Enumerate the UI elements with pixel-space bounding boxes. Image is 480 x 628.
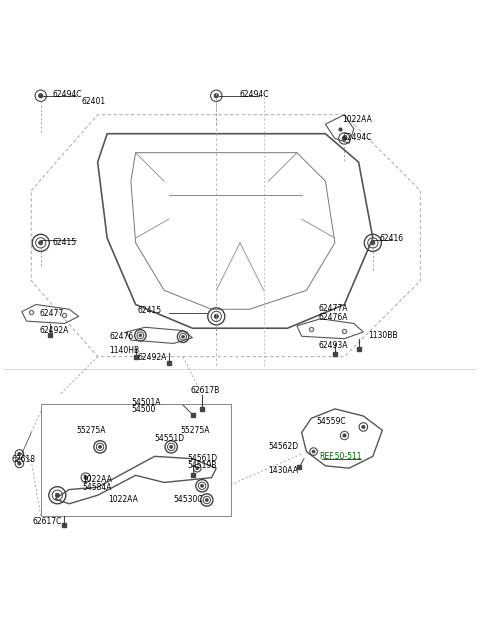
Circle shape <box>201 484 204 487</box>
Circle shape <box>371 241 375 245</box>
Text: 54530C: 54530C <box>174 495 203 504</box>
Text: 1022AA: 1022AA <box>108 494 138 504</box>
Circle shape <box>205 499 208 502</box>
Circle shape <box>169 445 173 448</box>
Circle shape <box>18 462 21 465</box>
Circle shape <box>196 467 199 470</box>
Circle shape <box>214 94 218 98</box>
Text: 1022AA: 1022AA <box>83 475 112 484</box>
Text: 55275A: 55275A <box>76 426 106 435</box>
Text: 62493A: 62493A <box>318 341 348 350</box>
Text: 62476: 62476 <box>109 332 134 341</box>
Text: 62494C: 62494C <box>53 90 82 99</box>
Text: 54501A: 54501A <box>131 398 160 407</box>
Text: 62492A: 62492A <box>40 326 69 335</box>
Circle shape <box>312 450 315 453</box>
Text: 54562D: 54562D <box>268 442 299 452</box>
Text: 55275A: 55275A <box>180 426 210 435</box>
Text: REF.50-511: REF.50-511 <box>320 452 362 461</box>
Text: 54551D: 54551D <box>155 434 185 443</box>
Text: 54561D: 54561D <box>188 454 218 463</box>
Text: 62415: 62415 <box>138 306 162 315</box>
Text: 62415: 62415 <box>53 238 77 247</box>
Text: 54500: 54500 <box>131 405 155 414</box>
Text: 62492A: 62492A <box>138 353 168 362</box>
Text: 62477A: 62477A <box>318 304 348 313</box>
Circle shape <box>18 452 21 456</box>
Circle shape <box>98 445 102 448</box>
Text: 1130BB: 1130BB <box>368 331 397 340</box>
Text: 62476A: 62476A <box>318 313 348 322</box>
Circle shape <box>181 335 184 338</box>
Text: 62494C: 62494C <box>240 90 269 99</box>
Text: 54559C: 54559C <box>316 417 346 426</box>
Text: 62617B: 62617B <box>190 386 219 396</box>
Circle shape <box>84 476 88 480</box>
Text: 54584A: 54584A <box>83 483 112 492</box>
Text: 1140HB: 1140HB <box>109 345 140 355</box>
Text: 1022AA: 1022AA <box>342 116 372 124</box>
Text: 62617C: 62617C <box>32 517 61 526</box>
Text: 54519B: 54519B <box>188 462 217 470</box>
Circle shape <box>139 334 142 337</box>
Circle shape <box>214 314 218 318</box>
Text: 62416: 62416 <box>380 234 404 242</box>
Circle shape <box>55 493 60 497</box>
Circle shape <box>342 136 347 141</box>
Circle shape <box>361 425 365 429</box>
Text: 1430AA: 1430AA <box>268 466 299 475</box>
Text: 62401: 62401 <box>81 97 105 106</box>
Text: 62494C: 62494C <box>342 133 372 142</box>
Circle shape <box>38 94 43 98</box>
Text: 62618: 62618 <box>12 455 36 464</box>
Text: 62477: 62477 <box>40 308 64 318</box>
Circle shape <box>38 241 43 245</box>
